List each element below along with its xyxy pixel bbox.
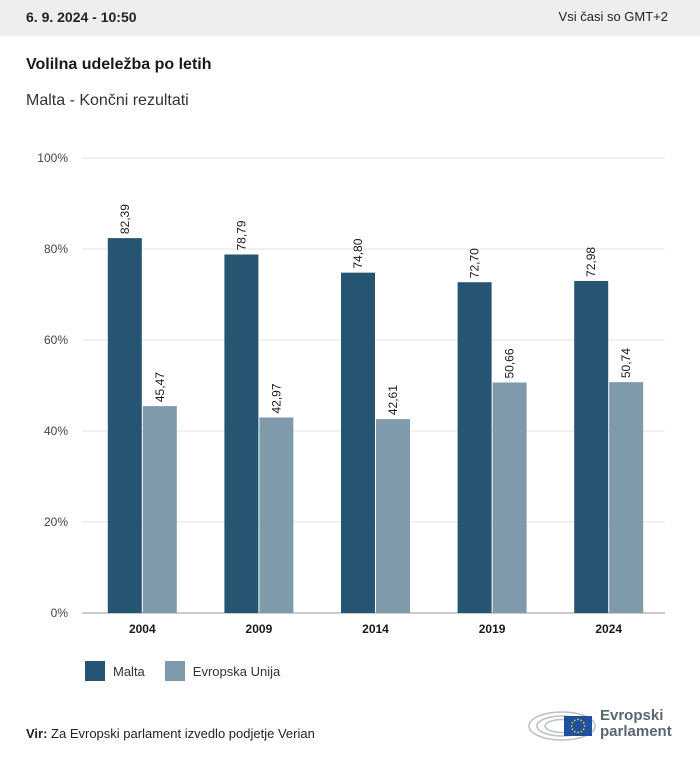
source-note: Vir: Za Evropski parlament izvedlo podje… bbox=[26, 726, 315, 741]
eu-star bbox=[570, 725, 573, 727]
logo-line-1: Evropski bbox=[600, 707, 664, 724]
eu-star bbox=[573, 730, 576, 733]
timezone-note: Vsi časi so GMT+2 bbox=[558, 9, 668, 24]
legend-swatch-malta bbox=[85, 661, 105, 681]
y-tick-label: 40% bbox=[44, 424, 68, 438]
data-label: 50,74 bbox=[619, 348, 633, 378]
y-tick-label: 0% bbox=[51, 606, 69, 620]
bar-eu bbox=[609, 382, 644, 613]
bar-malta bbox=[457, 282, 492, 613]
source-text: Za Evropski parlament izvedlo podjetje V… bbox=[47, 726, 315, 741]
data-label: 50,66 bbox=[503, 348, 517, 378]
x-tick-label: 2004 bbox=[129, 622, 156, 636]
bar-malta bbox=[224, 254, 259, 613]
data-label: 42,97 bbox=[269, 383, 283, 413]
eu-star bbox=[583, 725, 586, 727]
eu-star bbox=[582, 721, 585, 724]
bar-malta bbox=[107, 238, 142, 614]
y-tick-label: 100% bbox=[37, 151, 68, 165]
x-tick-label: 2019 bbox=[479, 622, 506, 636]
bar-chart: 0% 20% 40% 60% 80% 100% 82,39 45,47 2004 78,79 42,… bbox=[37, 151, 665, 636]
source-label: Vir: bbox=[26, 726, 48, 741]
legend-label-eu: Evropska Unija bbox=[192, 663, 281, 679]
bar-eu bbox=[142, 406, 177, 613]
bar-malta bbox=[574, 280, 609, 613]
eu-star bbox=[580, 719, 583, 722]
x-tick-label: 2009 bbox=[246, 622, 273, 636]
eu-star bbox=[580, 730, 583, 733]
y-tick-label: 80% bbox=[44, 242, 68, 256]
legend-label-malta: Malta bbox=[113, 663, 145, 679]
eu-star bbox=[573, 719, 576, 722]
data-label: 42,61 bbox=[386, 385, 400, 415]
top-bar: 6. 9. 2024 - 10:50 Vsi časi so GMT+2 bbox=[0, 0, 700, 36]
chart-title: Volilna udeležba po letih bbox=[26, 56, 212, 73]
legend: Malta Evropska Unija bbox=[85, 661, 300, 681]
bar-eu bbox=[259, 417, 294, 613]
bar-malta bbox=[341, 272, 375, 613]
data-label: 72,70 bbox=[468, 248, 482, 278]
bar-eu bbox=[376, 419, 410, 613]
eu-star bbox=[571, 728, 574, 731]
legend-item-eu[interactable]: Evropska Unija bbox=[164, 661, 281, 681]
chart-subtitle: Malta - Končni rezultati bbox=[26, 92, 189, 109]
legend-item-malta[interactable]: Malta bbox=[85, 661, 145, 681]
x-tick-label: 2024 bbox=[595, 622, 622, 636]
legend-swatch-eu bbox=[164, 661, 185, 681]
data-label: 45,47 bbox=[153, 372, 167, 402]
bar-eu bbox=[492, 382, 527, 613]
eu-flag-icon bbox=[564, 716, 592, 736]
eu-star bbox=[571, 721, 574, 724]
eu-star bbox=[577, 718, 579, 721]
date-time: 6. 9. 2024 - 10:50 bbox=[26, 9, 137, 25]
y-tick-label: 60% bbox=[44, 333, 68, 347]
y-tick-label: 20% bbox=[44, 515, 68, 529]
eu-star bbox=[582, 728, 585, 731]
data-label: 78,79 bbox=[234, 220, 248, 250]
european-parliament-logo[interactable] bbox=[528, 702, 678, 742]
logo-line-2: parlament bbox=[600, 723, 672, 740]
x-tick-label: 2014 bbox=[362, 622, 389, 636]
eu-star bbox=[577, 731, 579, 734]
data-label: 82,39 bbox=[118, 204, 132, 234]
data-label: 74,80 bbox=[351, 238, 365, 268]
data-label: 72,98 bbox=[584, 247, 598, 277]
logo-text: Evropski parlament bbox=[600, 708, 672, 740]
